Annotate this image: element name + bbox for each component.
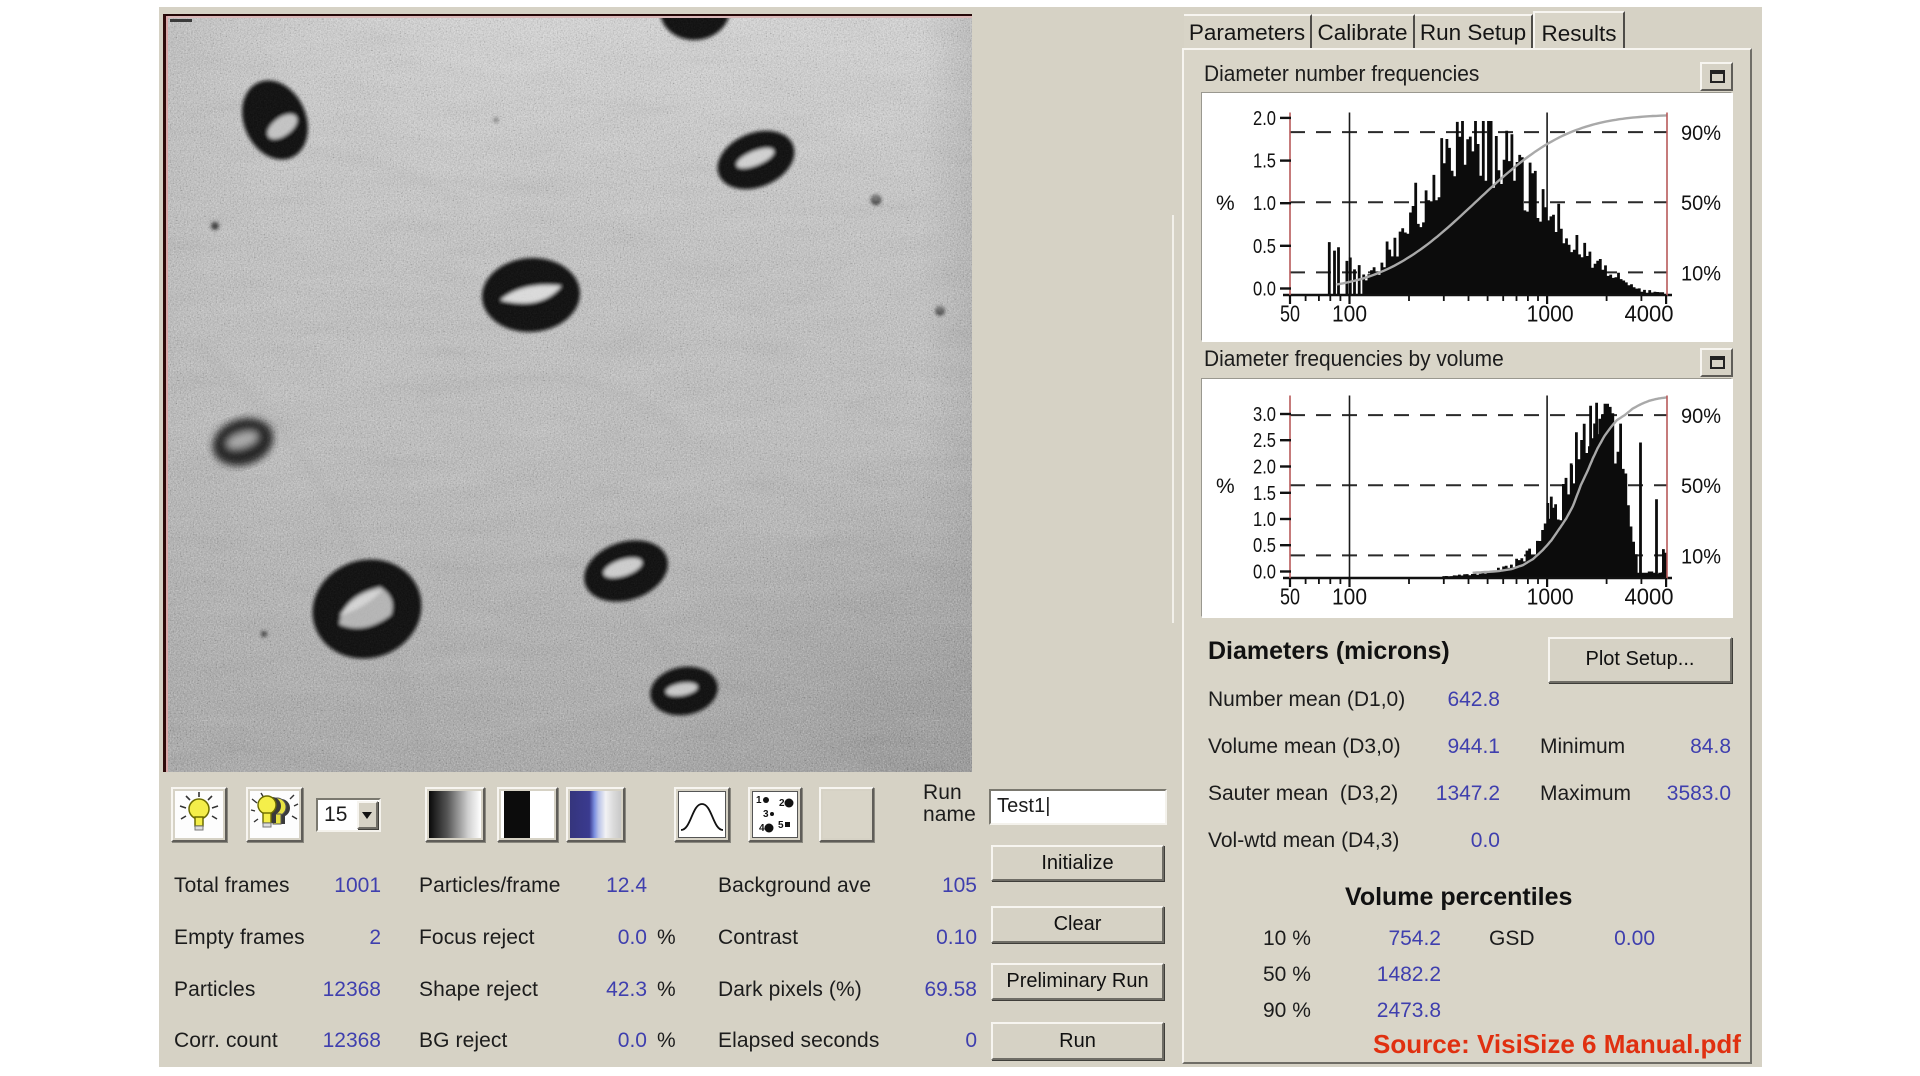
svg-text:10%: 10% <box>1681 262 1721 285</box>
svg-text:%: % <box>1216 475 1235 498</box>
svg-text:3.0: 3.0 <box>1253 404 1276 426</box>
svg-text:1000: 1000 <box>1527 301 1574 327</box>
svg-text:50: 50 <box>1280 301 1300 327</box>
svg-text:2: 2 <box>779 798 785 809</box>
svg-text:100: 100 <box>1332 584 1367 610</box>
svg-text:1000: 1000 <box>1527 584 1574 610</box>
svg-text:90%: 90% <box>1681 122 1721 145</box>
svg-text:5: 5 <box>778 820 784 831</box>
svg-text:50: 50 <box>1280 584 1300 610</box>
svg-text:3: 3 <box>763 809 769 820</box>
svg-text:4000: 4000 <box>1625 301 1674 327</box>
svg-text:2.0: 2.0 <box>1253 457 1276 479</box>
svg-text:4000: 4000 <box>1625 584 1674 610</box>
svg-text:1.5: 1.5 <box>1253 483 1276 505</box>
svg-text:4: 4 <box>759 823 765 834</box>
svg-text:50%: 50% <box>1681 475 1721 498</box>
svg-text:0.5: 0.5 <box>1253 236 1276 258</box>
svg-text:0.0: 0.0 <box>1253 562 1276 584</box>
svg-text:0.5: 0.5 <box>1253 535 1276 557</box>
svg-text:%: % <box>1216 192 1235 215</box>
svg-text:100: 100 <box>1332 301 1367 327</box>
svg-text:2.5: 2.5 <box>1253 430 1276 452</box>
svg-text:10%: 10% <box>1681 545 1721 568</box>
svg-text:1.0: 1.0 <box>1253 193 1276 215</box>
svg-text:90%: 90% <box>1681 405 1721 428</box>
svg-text:0.0: 0.0 <box>1253 279 1276 301</box>
svg-text:1.0: 1.0 <box>1253 509 1276 531</box>
svg-text:1: 1 <box>756 795 762 806</box>
svg-text:2.0: 2.0 <box>1253 108 1276 130</box>
svg-text:1.5: 1.5 <box>1253 151 1276 173</box>
svg-text:50%: 50% <box>1681 192 1721 215</box>
